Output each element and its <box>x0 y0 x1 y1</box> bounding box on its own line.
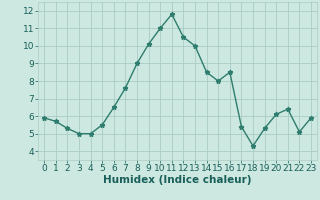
X-axis label: Humidex (Indice chaleur): Humidex (Indice chaleur) <box>103 175 252 185</box>
